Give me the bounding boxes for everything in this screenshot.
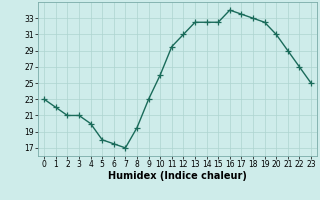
X-axis label: Humidex (Indice chaleur): Humidex (Indice chaleur) [108, 171, 247, 181]
